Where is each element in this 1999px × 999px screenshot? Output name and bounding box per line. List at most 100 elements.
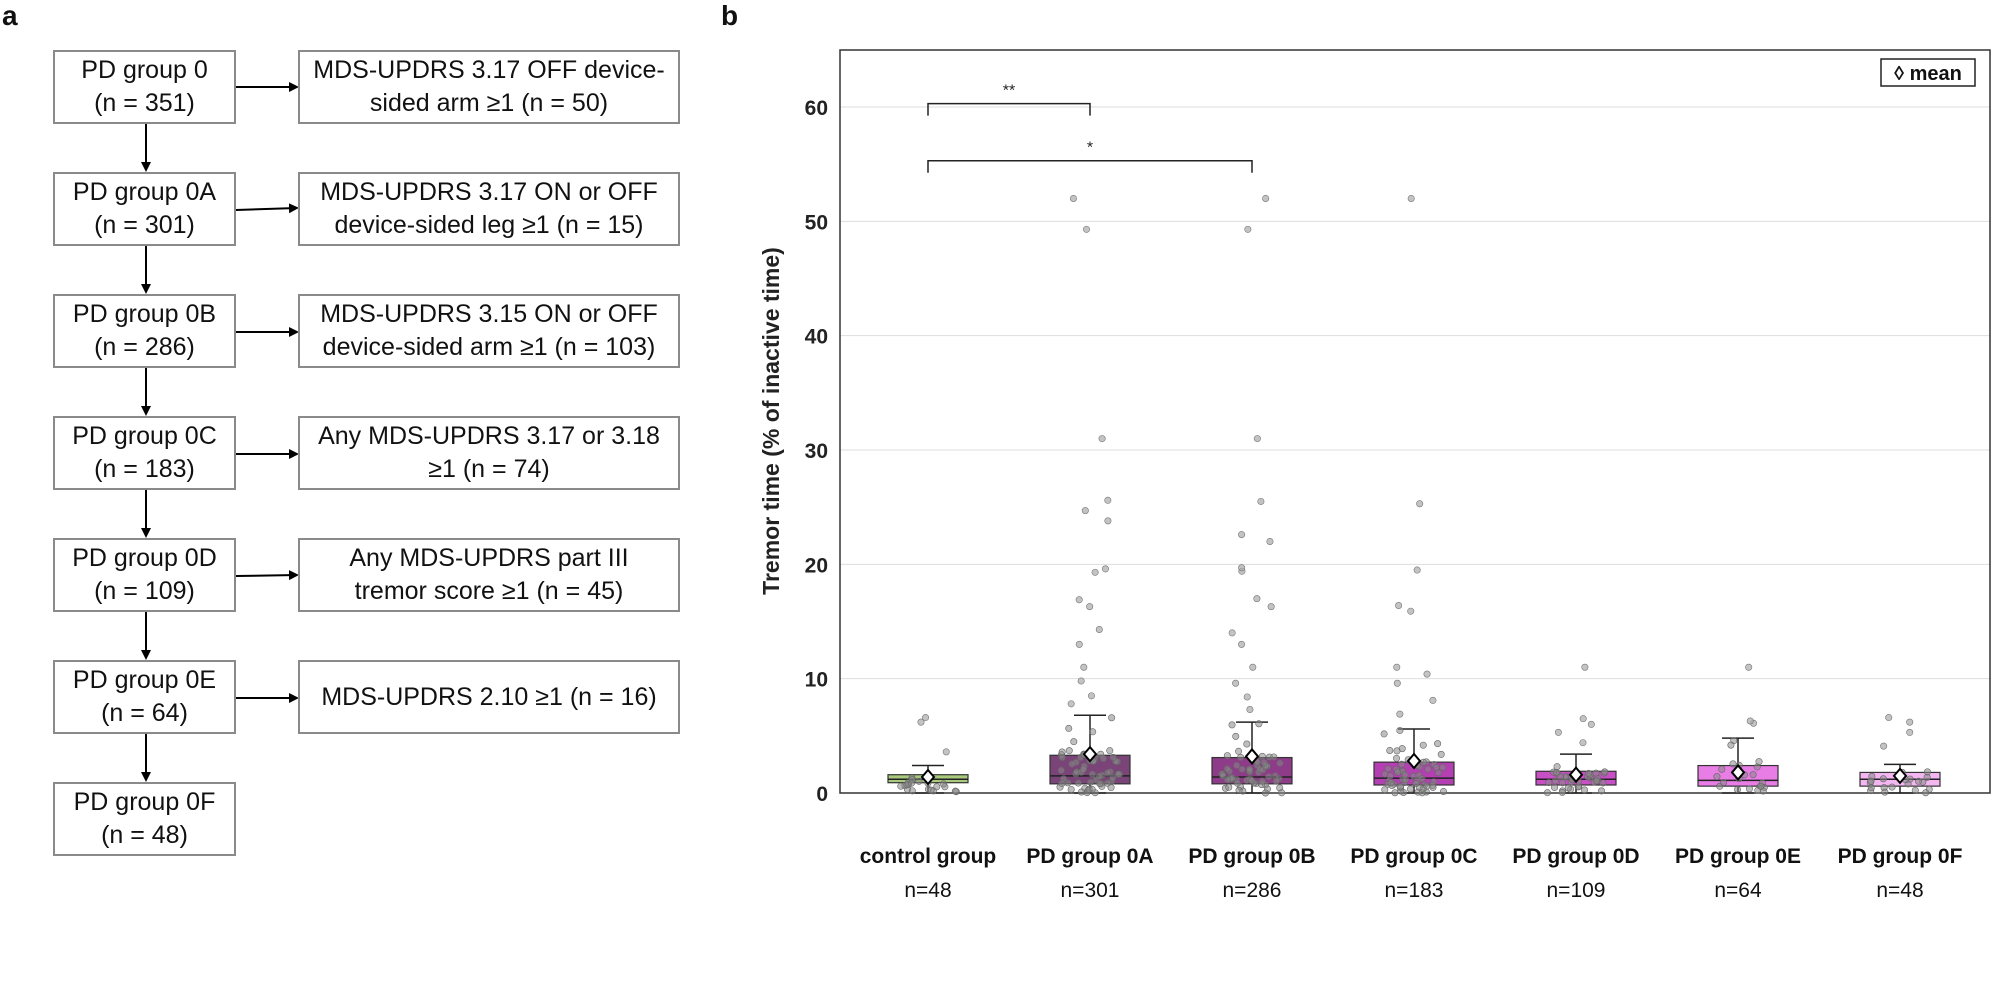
outlier-point bbox=[922, 714, 930, 722]
panel-label-b: b bbox=[721, 0, 739, 31]
data-point bbox=[1109, 753, 1117, 761]
data-point bbox=[1106, 747, 1114, 755]
outlier-point bbox=[1246, 706, 1254, 714]
data-point bbox=[1387, 779, 1395, 787]
data-point bbox=[1261, 789, 1269, 797]
data-point bbox=[1564, 784, 1572, 792]
exclusion-box-0: MDS-UPDRS 3.17 OFF device- sided arm ≥1 … bbox=[298, 50, 680, 124]
exclusion-line-1: Any MDS-UPDRS 3.17 or 3.18 bbox=[318, 422, 660, 450]
data-point bbox=[1412, 780, 1420, 788]
data-point bbox=[1232, 732, 1240, 740]
arrow-right-1 bbox=[235, 203, 299, 214]
data-point bbox=[1401, 771, 1409, 779]
data-point bbox=[1087, 778, 1095, 786]
x-category-label: PD group 0E bbox=[1675, 845, 1801, 868]
data-point bbox=[1867, 784, 1875, 792]
exclusion-box-5: MDS-UPDRS 2.10 ≥1 (n = 16) bbox=[298, 660, 680, 734]
data-point bbox=[951, 787, 959, 795]
mean-marker bbox=[1892, 767, 1908, 785]
mean-marker bbox=[1082, 745, 1098, 763]
outlier-point bbox=[1077, 677, 1085, 685]
data-point bbox=[1380, 730, 1388, 738]
data-point bbox=[1108, 714, 1116, 722]
data-point bbox=[1386, 746, 1394, 754]
outlier-point bbox=[1257, 497, 1265, 505]
outlier-point bbox=[1232, 679, 1240, 687]
data-point bbox=[1058, 779, 1066, 787]
significance-bracket bbox=[927, 159, 1253, 173]
data-point bbox=[907, 779, 915, 787]
data-point bbox=[1107, 784, 1115, 792]
data-point bbox=[1109, 774, 1117, 782]
data-point bbox=[1429, 783, 1437, 791]
x-category-label: PD group 0F bbox=[1838, 845, 1963, 868]
outlier-point bbox=[1067, 700, 1075, 708]
arrow-right-4 bbox=[235, 570, 299, 581]
outlier-point bbox=[1104, 496, 1112, 504]
flowchart-arrows bbox=[141, 82, 299, 782]
panel-label-a: a bbox=[2, 0, 18, 31]
exclusion-line-2: ≥1 (n = 74) bbox=[428, 455, 550, 483]
data-point bbox=[1597, 787, 1605, 795]
outlier-point bbox=[917, 718, 925, 726]
data-point bbox=[1432, 764, 1440, 772]
data-point bbox=[1258, 752, 1266, 760]
flow-box-pd-group-0b: PD group 0B (n = 286) bbox=[53, 294, 236, 368]
data-point bbox=[1394, 768, 1402, 776]
data-point bbox=[1393, 747, 1401, 755]
data-point bbox=[1423, 782, 1431, 790]
data-point bbox=[1099, 754, 1107, 762]
y-tick-label: 20 bbox=[805, 554, 828, 577]
flow-box-title: PD group 0D bbox=[72, 544, 217, 572]
mean-marker bbox=[920, 768, 936, 786]
outlier-point bbox=[1423, 670, 1431, 678]
outlier-point bbox=[1885, 714, 1893, 722]
outlier-point bbox=[1080, 663, 1088, 671]
data-point bbox=[1270, 753, 1278, 761]
data-point bbox=[1228, 721, 1236, 729]
exclusion-box-3: Any MDS-UPDRS 3.17 or 3.18 ≥1 (n = 74) bbox=[298, 416, 680, 490]
data-point bbox=[1219, 772, 1227, 780]
outlier-point bbox=[1393, 663, 1401, 671]
outlier-point bbox=[1075, 640, 1083, 648]
data-point bbox=[1058, 748, 1066, 756]
outlier-point bbox=[1581, 663, 1589, 671]
data-point bbox=[940, 780, 948, 788]
exclusion-line-2: tremor score ≥1 (n = 45) bbox=[354, 577, 624, 605]
data-point bbox=[1074, 779, 1082, 787]
data-point bbox=[1922, 789, 1930, 797]
significance-bracket bbox=[927, 102, 1091, 116]
x-n-label: n=64 bbox=[1714, 879, 1762, 902]
data-point bbox=[1225, 783, 1233, 791]
data-point bbox=[1545, 779, 1553, 787]
flow-box-pd-group-0f: PD group 0F (n = 48) bbox=[53, 782, 236, 856]
data-point bbox=[1243, 740, 1251, 748]
significance-label: * bbox=[1087, 140, 1093, 157]
flow-box-title: PD group 0E bbox=[72, 666, 217, 694]
tremor-boxplot-chart: 0 10 20 30 40 50 60 Tremor time (% of inactive … bbox=[758, 49, 1991, 902]
outlier-point bbox=[1906, 718, 1914, 726]
data-point bbox=[1551, 777, 1559, 785]
data-point bbox=[1223, 776, 1231, 784]
data-point bbox=[1419, 741, 1427, 749]
data-point bbox=[1915, 777, 1923, 785]
flow-box-count: (n = 351) bbox=[94, 89, 195, 117]
legend-box bbox=[1880, 58, 1976, 87]
exclusion-box-1: MDS-UPDRS 3.17 ON or OFF device-sided le… bbox=[298, 172, 680, 246]
data-point bbox=[1543, 789, 1551, 797]
data-point bbox=[1745, 785, 1753, 793]
data-point bbox=[1585, 769, 1593, 777]
data-point bbox=[1718, 765, 1726, 773]
exclusion-line-2: sided arm ≥1 (n = 50) bbox=[369, 89, 609, 117]
outlier-point bbox=[1101, 565, 1109, 573]
data-point bbox=[1096, 780, 1104, 788]
data-point bbox=[1391, 789, 1399, 797]
data-point bbox=[1592, 769, 1600, 777]
outlier-point bbox=[1086, 603, 1094, 611]
data-point bbox=[1235, 747, 1243, 755]
data-point bbox=[1713, 773, 1721, 781]
outlier-point bbox=[1579, 739, 1587, 747]
data-point bbox=[1238, 765, 1246, 773]
data-point bbox=[1381, 786, 1389, 794]
data-point bbox=[1223, 765, 1231, 773]
